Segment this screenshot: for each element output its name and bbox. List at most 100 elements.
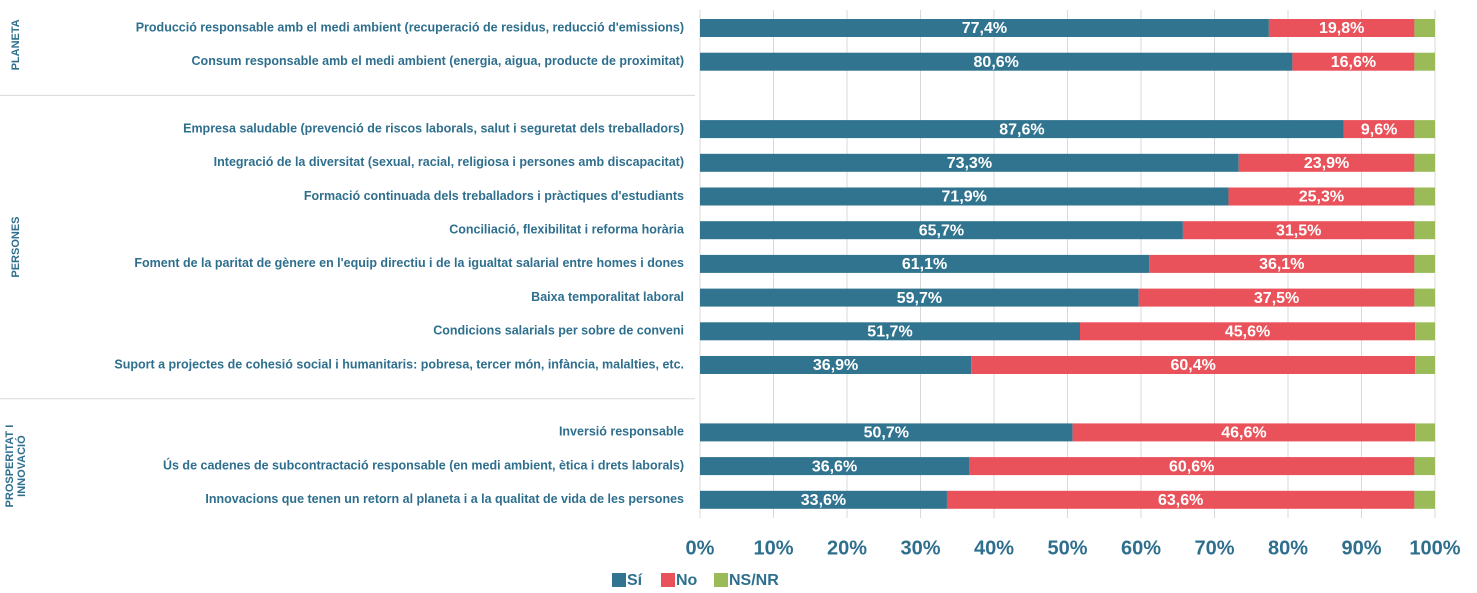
bar-segment <box>969 457 1415 476</box>
bar-segment <box>1414 120 1435 139</box>
value-label: 36,9% <box>813 357 858 374</box>
bar-segment <box>700 153 1239 172</box>
bar-segment <box>1238 153 1415 172</box>
bar-segment <box>1415 423 1435 442</box>
category-label: Ús de cadenes de subcontractació respons… <box>163 457 684 472</box>
bar-segment <box>700 19 1269 37</box>
bar-segment <box>946 490 1415 509</box>
bar-segment <box>700 52 1293 71</box>
bar-segment <box>1414 19 1435 37</box>
bar-segment <box>1182 221 1415 240</box>
bar-segment <box>700 187 1229 206</box>
value-label: 36,1% <box>1259 256 1304 273</box>
bar-segment <box>1414 221 1435 240</box>
legend-swatch <box>661 573 675 587</box>
x-tick-label: 30% <box>900 537 940 559</box>
category-label: Producció responsable amb el medi ambien… <box>136 20 684 34</box>
category-label: Empresa saludable (prevenció de riscos l… <box>183 121 684 135</box>
value-label: 51,7% <box>867 324 912 341</box>
bar-segment <box>1292 52 1415 71</box>
value-label: 19,8% <box>1319 20 1364 37</box>
category-label: Inversió responsable <box>559 425 684 439</box>
value-label: 73,3% <box>947 155 992 172</box>
value-label: 23,9% <box>1304 155 1349 172</box>
bar-segment <box>1149 254 1415 273</box>
value-label: 9,6% <box>1361 121 1397 138</box>
bar-segment <box>1414 288 1435 307</box>
value-label: 31,5% <box>1276 222 1321 239</box>
category-label: Innovacions que tenen un retorn al plane… <box>205 492 684 506</box>
category-label: Formació continuada dels treballadors i … <box>304 189 684 203</box>
x-tick-label: 40% <box>974 537 1014 559</box>
value-label: 16,6% <box>1331 54 1376 71</box>
value-label: 87,6% <box>999 121 1044 138</box>
value-label: 46,6% <box>1221 425 1266 442</box>
bar-segment <box>1414 52 1435 71</box>
bar-segment <box>700 254 1150 273</box>
bar-segment <box>700 490 947 509</box>
group-label: INNOVACIÓ <box>15 435 28 497</box>
category-label: Conciliació, flexibilitat i reforma horà… <box>449 222 685 236</box>
category-label: Integració de la diversitat (sexual, rac… <box>214 155 684 169</box>
group-label: PERSONES <box>10 216 22 277</box>
bar-segment <box>700 120 1344 139</box>
value-label: 77,4% <box>962 20 1007 37</box>
bar-segment <box>1414 457 1435 476</box>
bar-segment <box>1414 490 1435 509</box>
bar-segment <box>700 423 1073 442</box>
legend-label: NS/NR <box>729 572 779 589</box>
bar-segment <box>1415 356 1435 374</box>
bar-segment <box>971 356 1416 374</box>
category-label: Baixa temporalitat laboral <box>531 290 684 304</box>
category-label: Condicions salarials per sobre de conven… <box>433 324 684 338</box>
bar-segment <box>1268 19 1415 37</box>
x-tick-label: 100% <box>1409 537 1460 559</box>
group-label: PLANETA <box>10 19 22 70</box>
value-label: 59,7% <box>897 290 942 307</box>
bar-segment <box>1079 322 1416 341</box>
category-label: Foment de la paritat de gènere en l'equi… <box>134 256 684 270</box>
value-label: 50,7% <box>864 425 909 442</box>
bar-segment <box>1414 153 1435 172</box>
value-label: 45,6% <box>1225 324 1270 341</box>
bar-segment <box>1415 322 1435 341</box>
bar-segment <box>1228 187 1415 206</box>
value-label: 33,6% <box>801 492 846 509</box>
group-label: PROSPERITAT I <box>4 425 16 508</box>
legend-label: Sí <box>627 572 643 589</box>
category-label: Suport a projectes de cohesió social i h… <box>114 357 684 371</box>
legend-label: No <box>676 572 698 589</box>
x-tick-label: 60% <box>1121 537 1161 559</box>
bar-segment <box>700 221 1183 240</box>
value-label: 37,5% <box>1254 290 1299 307</box>
bar-segment <box>1072 423 1416 442</box>
bar-segment <box>1343 120 1415 139</box>
x-tick-label: 70% <box>1194 537 1234 559</box>
x-tick-label: 80% <box>1268 537 1308 559</box>
x-tick-label: 20% <box>827 537 867 559</box>
legend-swatch <box>612 573 626 587</box>
category-label: Consum responsable amb el medi ambient (… <box>192 54 684 68</box>
x-tick-label: 90% <box>1341 537 1381 559</box>
bar-segment <box>1138 288 1415 307</box>
value-label: 61,1% <box>902 256 947 273</box>
value-label: 36,6% <box>812 458 857 475</box>
bar-segment <box>1414 254 1435 273</box>
legend-swatch <box>714 573 728 587</box>
x-tick-label: 0% <box>686 537 715 559</box>
bar-segment <box>1414 187 1435 206</box>
value-label: 25,3% <box>1299 189 1344 206</box>
value-label: 63,6% <box>1158 492 1203 509</box>
bar-segment <box>700 457 970 476</box>
value-label: 60,4% <box>1170 357 1215 374</box>
value-label: 60,6% <box>1169 458 1214 475</box>
bar-segment <box>700 356 972 374</box>
x-tick-label: 10% <box>753 537 793 559</box>
value-label: 65,7% <box>919 222 964 239</box>
x-tick-label: 50% <box>1047 537 1087 559</box>
bar-segment <box>700 322 1080 341</box>
value-label: 80,6% <box>974 54 1019 71</box>
bar-segment <box>700 288 1139 307</box>
value-label: 71,9% <box>942 189 987 206</box>
